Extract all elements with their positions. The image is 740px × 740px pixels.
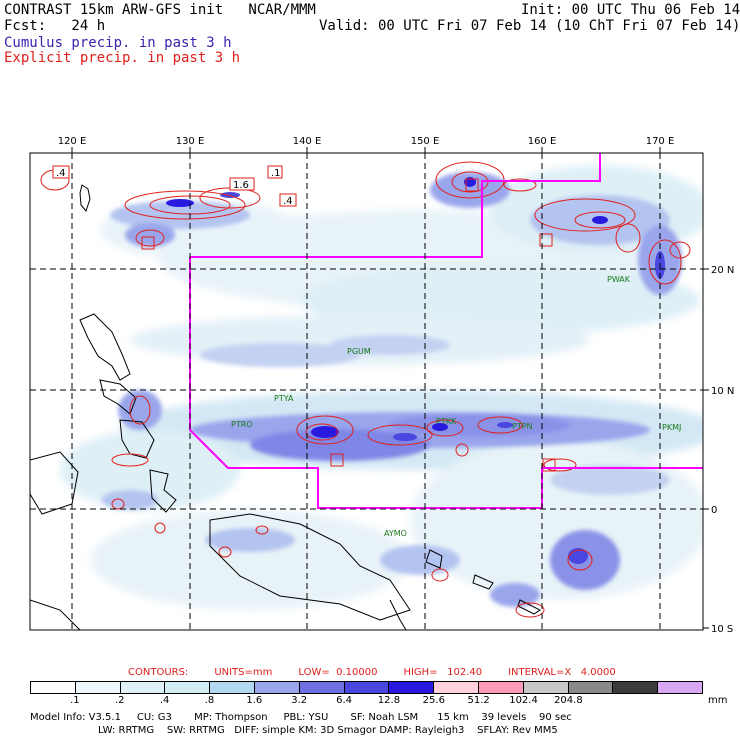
lat-label: 0 — [711, 505, 717, 516]
legend-cumulus: Cumulus precip. in past 3 h — [4, 35, 232, 51]
station-labels: PWAK PGUM PTYA PTRO PTKK PTPN PKMJ AYMO — [231, 275, 681, 538]
contour-high: HIGH= 102.40 — [403, 667, 483, 678]
colorbar-label: 3.2 — [291, 695, 308, 706]
lon-label: 130 E — [176, 136, 205, 147]
station-aymo: AYMO — [384, 529, 407, 538]
station-ptpn: PTPN — [512, 422, 533, 431]
colorbar-labels: .1 .2 .4 .8 1.6 3.2 6.4 12.8 25.6 51.2 102.4 204.8 — [30, 695, 703, 707]
colorbar-swatch — [523, 682, 569, 693]
colorbar-label: 102.4 — [509, 695, 538, 706]
lon-label: 140 E — [293, 136, 322, 147]
colorbar-swatch — [254, 682, 300, 693]
colorbar-swatch — [299, 682, 345, 693]
contour-label: 1.6 — [233, 180, 249, 191]
colorbar-swatch — [31, 682, 76, 693]
station-pwak: PWAK — [607, 275, 631, 284]
forecast-hour: Fcst: 24 h — [4, 18, 106, 34]
heavy-precip-cores — [166, 177, 665, 564]
station-pgum: PGUM — [347, 347, 371, 356]
colorbar-unit: mm — [708, 695, 728, 706]
colorbar-label: 204.8 — [554, 695, 583, 706]
colorbar-swatch — [389, 682, 435, 693]
lat-label: 10 S — [711, 624, 733, 635]
latitude-labels: 20 N 10 N 0 10 S — [711, 265, 734, 635]
colorbar-swatch — [478, 682, 524, 693]
station-ptya: PTYA — [274, 394, 294, 403]
lat-label: 20 N — [711, 265, 734, 276]
colorbar-label: 12.8 — [377, 695, 401, 706]
latlon-grid — [30, 153, 703, 630]
lon-label: 150 E — [411, 136, 440, 147]
contour-labels: .4 1.6 .1 .4 — [52, 165, 556, 472]
axis-ticks — [71, 147, 709, 629]
colorbar-label: .2 — [114, 695, 125, 706]
colorbar-label: 6.4 — [336, 695, 353, 706]
contour-label: .4 — [56, 168, 66, 179]
model-info-line2: LW: RRTMG SW: RRTMG DIFF: simple KM: 3D … — [98, 725, 558, 736]
colorbar-swatch — [75, 682, 121, 693]
colorbar-label: 51.2 — [467, 695, 490, 706]
lat-label: 10 N — [711, 386, 734, 397]
precip-colorbar — [30, 681, 703, 694]
contour-label: .4 — [283, 196, 293, 207]
station-pkmj: PKMJ — [662, 423, 681, 432]
init-time: Init: 00 UTC Thu 06 Feb 14 — [521, 2, 740, 18]
colorbar-swatch — [434, 682, 479, 693]
lon-label: 120 E — [58, 136, 87, 147]
moderate-precip — [102, 172, 682, 607]
colorbar-label: .4 — [159, 695, 170, 706]
colorbar-swatch — [568, 682, 614, 693]
colorbar-label: 1.6 — [246, 695, 263, 706]
colorbar-label: 25.6 — [422, 695, 445, 706]
station-ptkk: PTKK — [436, 417, 457, 426]
lon-label: 160 E — [528, 136, 557, 147]
colorbar-swatch — [658, 682, 702, 693]
valid-time: Valid: 00 UTC Fri 07 Feb 14 (10 ChT Fri … — [319, 18, 740, 34]
model-info-line1: Model Info: V3.5.1 CU: G3 MP: Thompson P… — [30, 712, 572, 723]
contour-interval: INTERVAL=X 4.0000 — [508, 667, 616, 678]
coastlines — [30, 184, 541, 630]
legend-explicit: Explicit precip. in past 3 h — [4, 50, 241, 66]
colorbar-swatch — [344, 682, 390, 693]
contour-low: LOW= 0.10000 — [298, 667, 378, 678]
colorbar-swatch — [210, 682, 255, 693]
station-ptro: PTRO — [231, 420, 253, 429]
colorbar-swatch — [613, 682, 659, 693]
lon-label: 170 E — [646, 136, 675, 147]
contour-label: .1 — [271, 168, 281, 179]
map-title: CONTRAST 15km ARW-GFS init NCAR/MMM — [4, 2, 316, 18]
contour-info: CONTOURS: UNITS=mm LOW= 0.10000 HIGH= 102.4… — [128, 667, 642, 678]
colorbar-swatch — [120, 682, 166, 693]
colorbar-label: .8 — [204, 695, 215, 706]
colorbar-label: .1 — [70, 695, 80, 706]
colorbar-swatch — [165, 682, 211, 693]
longitude-labels: 120 E 130 E 140 E 150 E 160 E 170 E — [58, 136, 675, 147]
contour-info-label: CONTOURS: — [128, 667, 189, 678]
contour-units: UNITS=mm — [214, 667, 273, 678]
